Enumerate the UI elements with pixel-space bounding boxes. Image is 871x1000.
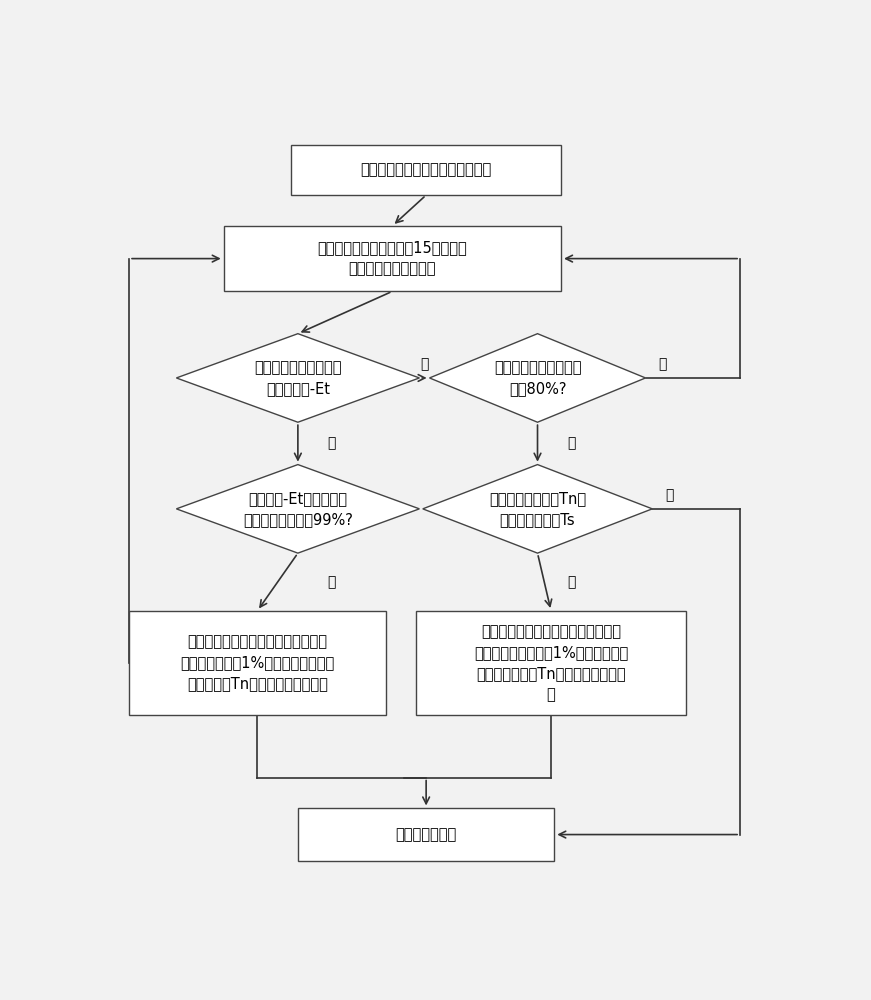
FancyBboxPatch shape xyxy=(416,611,686,715)
FancyBboxPatch shape xyxy=(129,611,386,715)
Text: 是: 是 xyxy=(327,436,336,450)
Text: 热平衡调节结束: 热平衡调节结束 xyxy=(395,827,456,842)
FancyBboxPatch shape xyxy=(291,145,561,195)
Text: 否: 否 xyxy=(658,357,666,371)
Text: 是: 是 xyxy=(567,436,576,450)
Text: 是否有换热站二次侧温
度偏差超过-Et: 是否有换热站二次侧温 度偏差超过-Et xyxy=(254,360,341,396)
Polygon shape xyxy=(177,334,420,422)
Text: 是: 是 xyxy=(567,575,576,589)
Polygon shape xyxy=(422,465,652,553)
Text: 二次侧温度目标值Tn是
否低于原预测值Ts: 二次侧温度目标值Tn是 否低于原预测值Ts xyxy=(489,491,586,527)
Text: 否: 否 xyxy=(665,488,673,502)
Text: 连续观测一个调节周期（15分钟）内
所有换热站二次侧温度: 连续观测一个调节周期（15分钟）内 所有换热站二次侧温度 xyxy=(318,241,467,277)
Text: 进行全网热平衡调节：所有换热站二
次侧供热量降低提高1%，重新计算二
次侧温度目标值Tn，并下发到各换热
站: 进行全网热平衡调节：所有换热站二 次侧供热量降低提高1%，重新计算二 次侧温度目… xyxy=(474,624,628,702)
Text: 否: 否 xyxy=(421,357,429,371)
Text: 所有换热站调节阀开度
小于80%?: 所有换热站调节阀开度 小于80%? xyxy=(494,360,581,396)
Text: 进行全网热平衡调节：所有换热站二
次侧供热量降低1%，重新计算二次侧
温度目标值Tn，并下发到各换热站: 进行全网热平衡调节：所有换热站二 次侧供热量降低1%，重新计算二次侧 温度目标值… xyxy=(180,634,334,691)
Text: 存在超过-Et的换热站对
应的调节阀开度超99%?: 存在超过-Et的换热站对 应的调节阀开度超99%? xyxy=(243,491,353,527)
Polygon shape xyxy=(177,465,420,553)
Text: 热源及一次热网处于稳定运行状态: 热源及一次热网处于稳定运行状态 xyxy=(361,163,492,178)
FancyBboxPatch shape xyxy=(298,808,554,861)
Polygon shape xyxy=(429,334,645,422)
FancyBboxPatch shape xyxy=(224,226,561,291)
Text: 是: 是 xyxy=(327,575,336,589)
